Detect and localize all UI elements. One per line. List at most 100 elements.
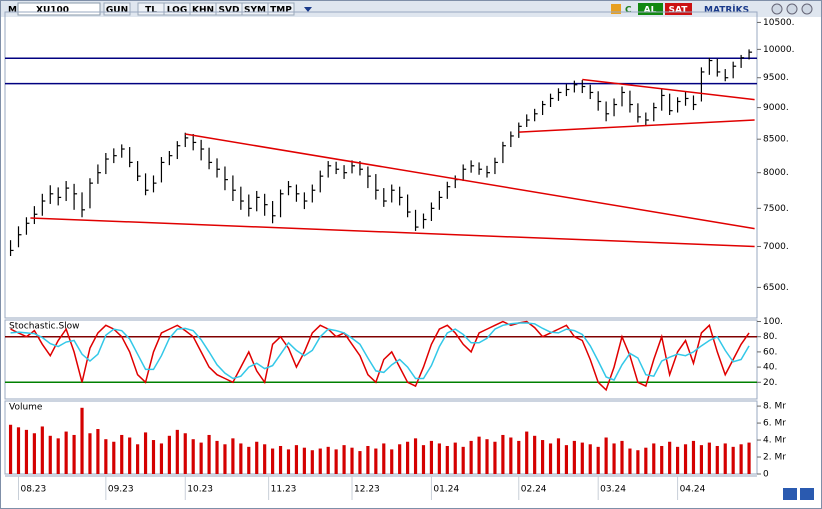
- volume-bar: [382, 443, 386, 474]
- panel-frame: [4, 400, 758, 475]
- volume-bar: [699, 445, 704, 474]
- volume-bar: [517, 440, 521, 474]
- volume-bar: [143, 432, 148, 474]
- toolbar-button-label[interactable]: SVD: [219, 6, 240, 16]
- y-tick-label: 10000.: [763, 45, 795, 55]
- toolbar-button-label[interactable]: LOG: [167, 6, 187, 16]
- volume-bar: [493, 441, 497, 474]
- volume-bar: [247, 446, 251, 474]
- panel-title: Volume: [9, 403, 43, 413]
- tool-icon[interactable]: [611, 4, 621, 14]
- volume-bar: [676, 446, 680, 474]
- volume-bar: [112, 441, 116, 474]
- y-tick-label: 6. Mr: [763, 419, 786, 429]
- volume-bar: [691, 440, 696, 474]
- volume-bar: [72, 434, 76, 474]
- y-tick-label: 9500.: [763, 73, 789, 83]
- x-tick-label: 09.23: [108, 485, 134, 495]
- volume-bar: [271, 448, 275, 474]
- volume-bar: [596, 446, 600, 474]
- volume-bar: [326, 446, 330, 474]
- y-tick-label: 8. Mr: [763, 402, 786, 412]
- volume-bar: [398, 444, 402, 474]
- toolbar-button-label[interactable]: SYM: [244, 6, 266, 16]
- sell-button[interactable]: SAT: [669, 6, 689, 16]
- volume-bar: [8, 424, 13, 474]
- volume-bar: [652, 443, 656, 474]
- y-tick-label: 8500.: [763, 135, 789, 145]
- volume-bar: [136, 444, 140, 474]
- y-tick-label: 10500.: [763, 18, 795, 28]
- volume-bar: [612, 443, 616, 474]
- volume-bar: [191, 439, 195, 474]
- volume-bar: [715, 445, 719, 474]
- volume-bar: [548, 443, 553, 474]
- toolbar-button-label[interactable]: TMP: [270, 6, 292, 16]
- y-tick-label: 20.: [763, 378, 777, 388]
- symbol: XU100: [36, 6, 69, 16]
- volume-bar: [453, 442, 457, 474]
- toolbar-button-label[interactable]: KHN: [192, 6, 214, 16]
- volume-bar: [421, 445, 426, 474]
- panel-title: Stochastic.Slow: [9, 322, 80, 332]
- window-button[interactable]: [786, 3, 798, 15]
- brand: MATRİKS: [704, 5, 749, 16]
- x-tick-label: 02.24: [521, 485, 547, 495]
- volume-bar: [374, 448, 378, 474]
- volume-bar: [278, 445, 283, 474]
- volume-bar: [239, 443, 243, 474]
- volume-bar: [64, 431, 68, 474]
- buy-button[interactable]: AL: [644, 6, 657, 16]
- nav-button[interactable]: [783, 488, 797, 500]
- volume-bar: [207, 434, 211, 474]
- volume-bar: [342, 445, 346, 474]
- volume-bar: [556, 438, 561, 474]
- volume-bar: [390, 449, 394, 474]
- volume-bar: [167, 435, 171, 474]
- volume-bar: [509, 437, 513, 474]
- volume-bar: [564, 445, 569, 474]
- volume-bar: [40, 426, 44, 474]
- x-tick-label: 03.24: [600, 485, 626, 495]
- volume-bar: [286, 449, 291, 474]
- refresh-button[interactable]: C: [625, 6, 632, 16]
- volume-bar: [572, 440, 576, 474]
- volume-bar: [707, 442, 711, 474]
- volume-bar: [739, 444, 743, 474]
- volume-bar: [636, 450, 640, 474]
- nav-button[interactable]: [800, 488, 814, 500]
- volume-bar: [477, 436, 481, 474]
- volume-bar: [88, 433, 92, 474]
- trend-line: [582, 78, 755, 101]
- x-tick-label: 10.23: [187, 485, 213, 495]
- volume-bar: [183, 433, 187, 474]
- window-button[interactable]: [801, 3, 813, 15]
- toolbar-button-label[interactable]: GUN: [106, 6, 128, 16]
- dropdown-arrow[interactable]: [304, 7, 312, 12]
- y-tick-label: 7500.: [763, 204, 789, 214]
- toolbar-button-label[interactable]: TL: [145, 6, 157, 16]
- volume-bar: [255, 441, 259, 474]
- panel-frame: [4, 11, 758, 319]
- y-tick-label: 100.: [763, 317, 783, 327]
- volume-bar: [541, 440, 545, 474]
- volume-bar: [48, 435, 52, 474]
- volume-bar: [56, 438, 60, 474]
- volume-bar: [644, 447, 648, 474]
- volume-bar: [525, 431, 529, 474]
- volume-bar: [223, 444, 227, 474]
- panel-frame: [4, 319, 758, 400]
- volume-bar: [366, 445, 370, 474]
- y-tick-label: 4. Mr: [763, 436, 786, 446]
- y-tick-label: 6500.: [763, 283, 789, 293]
- volume-bar: [24, 429, 29, 474]
- volume-bar: [620, 440, 624, 474]
- volume-bar: [358, 451, 362, 474]
- volume-bar: [501, 434, 505, 474]
- volume-bar: [120, 434, 124, 474]
- y-tick-label: 40.: [763, 363, 777, 373]
- volume-bar: [159, 443, 164, 474]
- volume-bar: [175, 429, 179, 474]
- window-button[interactable]: [771, 3, 783, 15]
